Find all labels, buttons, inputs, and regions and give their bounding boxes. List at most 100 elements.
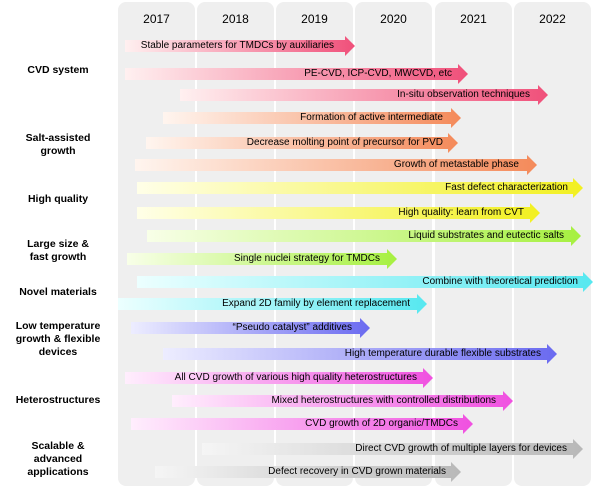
arrow-body — [172, 391, 513, 411]
trend-arrow: Direct CVD growth of multiple layers for… — [202, 439, 583, 459]
trend-arrow: In-situ observation techniques — [180, 85, 548, 105]
arrow-shape — [180, 85, 548, 105]
arrow-label: All CVD growth of various high quality h… — [174, 372, 417, 383]
arrow-shape — [135, 155, 537, 175]
year-label: 2017 — [143, 12, 170, 26]
arrow-body — [135, 155, 537, 175]
arrow-shape — [163, 344, 557, 364]
category-large: Large size & fast growth — [0, 238, 116, 264]
arrow-body — [137, 272, 593, 292]
arrow-label: Expand 2D family by element replacement — [222, 298, 410, 309]
arrow-label: High quality: learn from CVT — [398, 207, 524, 218]
arrow-label: PE-CVD, ICP-CVD, MWCVD, etc — [304, 68, 452, 79]
arrow-shape — [125, 368, 433, 388]
category-quality: High quality — [0, 193, 116, 206]
category-label-line: fast growth — [29, 251, 87, 263]
trend-arrow: Fast defect characterization — [137, 178, 583, 198]
arrow-label: In-situ observation techniques — [397, 89, 530, 100]
year-column-2022: 2022 — [514, 2, 591, 486]
category-label-line: growth & flexible — [15, 333, 101, 345]
trend-arrow: Expand 2D family by element replacement — [118, 294, 427, 314]
trend-arrow: Stable parameters for TMDCs by auxiliari… — [125, 36, 355, 56]
category-label-line: Heterostructures — [15, 394, 101, 406]
trend-arrow: CVD growth of 2D organic/TMDCs — [131, 414, 473, 434]
trend-arrow: Decrease molting point of precursor for … — [146, 133, 458, 153]
arrow-label: CVD growth of 2D organic/TMDCs — [305, 418, 458, 429]
category-hetero: Heterostructures — [0, 394, 116, 407]
arrow-label: Mixed heterostructures with controlled d… — [271, 395, 496, 406]
year-label: 2020 — [380, 12, 407, 26]
arrow-shape — [163, 108, 461, 128]
arrow-shape — [125, 64, 468, 84]
category-novel: Novel materials — [0, 286, 116, 299]
arrow-body — [137, 203, 540, 223]
year-label: 2018 — [222, 12, 249, 26]
arrow-body — [125, 64, 468, 84]
trend-arrow: “Pseudo catalyst” additives — [131, 318, 370, 338]
arrow-body — [163, 344, 557, 364]
arrow-shape — [125, 36, 355, 56]
arrow-body — [125, 36, 355, 56]
category-salt: Salt-assisted growth — [0, 132, 116, 158]
arrow-body — [202, 439, 583, 459]
arrow-body — [131, 414, 473, 434]
arrow-body — [163, 108, 461, 128]
arrow-label: Liquid substrates and eutectic salts — [408, 230, 564, 241]
arrow-shape — [127, 249, 397, 269]
category-label-line: Large size & — [27, 238, 89, 250]
year-label: 2021 — [460, 12, 487, 26]
arrow-shape — [118, 294, 427, 314]
arrow-shape — [202, 439, 583, 459]
arrow-body — [125, 368, 433, 388]
arrow-shape — [137, 272, 593, 292]
trend-arrow: Formation of active intermediate — [163, 108, 461, 128]
category-scalable: Scalable & advanced applications — [0, 440, 116, 479]
arrow-shape — [172, 391, 513, 411]
category-lowtemp: Low temperature growth & flexible devices — [0, 320, 116, 359]
arrow-label: Direct CVD growth of multiple layers for… — [355, 443, 567, 454]
arrow-body — [146, 133, 458, 153]
arrow-label: Growth of metastable phase — [393, 159, 519, 170]
category-label-line: devices — [38, 346, 78, 358]
category-label-line: Salt-assisted — [25, 132, 91, 144]
year-label: 2019 — [301, 12, 328, 26]
year-label: 2022 — [539, 12, 566, 26]
arrow-label: High temperature durable flexible substr… — [344, 348, 541, 359]
trend-arrow: Growth of metastable phase — [135, 155, 537, 175]
trend-arrow: Defect recovery in CVD grown materials — [155, 462, 461, 482]
arrow-body — [147, 226, 581, 246]
arrow-body — [127, 249, 397, 269]
category-label-line: advanced — [33, 453, 83, 465]
arrow-label: Decrease molting point of precursor for … — [246, 137, 443, 148]
category-label-line: High quality — [27, 193, 89, 205]
arrow-label: “Pseudo catalyst” additives — [232, 322, 352, 333]
arrow-label: Formation of active intermediate — [300, 112, 443, 123]
arrow-body — [155, 462, 461, 482]
arrow-shape — [137, 203, 540, 223]
arrow-label: Fast defect characterization — [445, 182, 568, 193]
arrow-shape — [146, 133, 458, 153]
trend-arrow: All CVD growth of various high quality h… — [125, 368, 433, 388]
arrow-body — [131, 318, 370, 338]
trend-arrow: High temperature durable flexible substr… — [163, 344, 557, 364]
arrow-body — [137, 178, 583, 198]
trend-arrow: PE-CVD, ICP-CVD, MWCVD, etc — [125, 64, 468, 84]
arrow-label: Stable parameters for TMDCs by auxiliari… — [140, 40, 334, 51]
arrow-shape — [147, 226, 581, 246]
arrow-body — [118, 294, 427, 314]
trend-arrow: Liquid substrates and eutectic salts — [147, 226, 581, 246]
arrow-shape — [131, 318, 370, 338]
arrow-shape — [137, 178, 583, 198]
trend-arrow: Combine with theoretical prediction — [137, 272, 593, 292]
trend-arrow: Single nuclei strategy for TMDCs — [127, 249, 397, 269]
category-label-line: applications — [27, 466, 89, 478]
arrow-body — [180, 85, 548, 105]
trend-arrow: High quality: learn from CVT — [137, 203, 540, 223]
arrow-shape — [155, 462, 461, 482]
category-label-line: Novel materials — [19, 286, 97, 298]
arrow-label: Defect recovery in CVD grown materials — [268, 466, 446, 477]
category-label-line: growth — [40, 145, 76, 157]
category-label-line: Scalable & — [31, 440, 85, 452]
arrow-label: Combine with theoretical prediction — [422, 276, 578, 287]
trend-arrow: Mixed heterostructures with controlled d… — [172, 391, 513, 411]
